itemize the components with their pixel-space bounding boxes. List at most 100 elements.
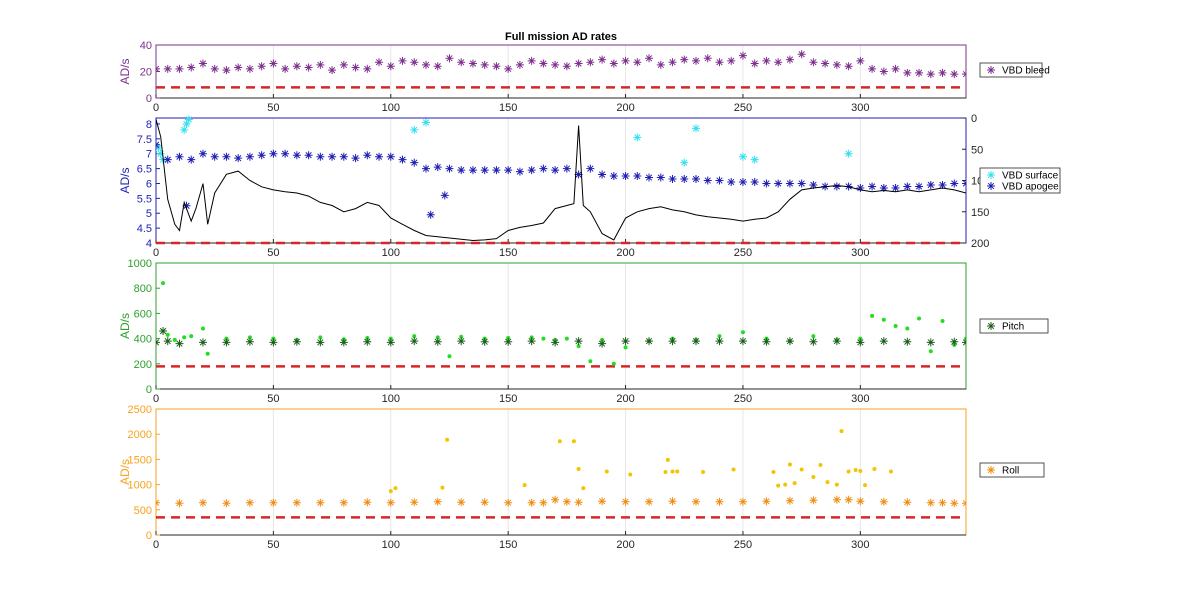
data-point-star: [504, 337, 513, 346]
data-point-dot: [393, 486, 398, 491]
data-point-star: [422, 60, 430, 69]
data-point-star: [844, 149, 853, 158]
data-point-dot: [623, 345, 628, 350]
data-point-star: [821, 59, 830, 68]
data-point-star: [668, 337, 677, 346]
data-point-star: [375, 58, 384, 67]
legend-label: VBD bleed: [1002, 66, 1050, 77]
data-point-star: [903, 182, 912, 191]
subplot-2: 0 50 100 150 200 250 300 4 4.5 5 5.5 6 6.5 7 7.5 8 AD/s 0…: [118, 113, 1061, 259]
x-tick-label: 300: [851, 539, 869, 551]
y-tick-label: 0: [146, 530, 152, 542]
data-point-star: [926, 180, 935, 189]
data-point-dot: [872, 466, 877, 471]
data-point-star: [156, 149, 165, 158]
data-point-dot: [604, 469, 609, 474]
data-point-star: [750, 59, 759, 68]
x-tick-label: 50: [267, 539, 279, 551]
legend-box: [979, 462, 1045, 478]
data-point-star: [551, 60, 560, 69]
subplot-4: 0 50 100 150 200 250 300 0 500 1000 1500 2000 2500 AD…: [118, 404, 1045, 551]
data-point-star: [562, 164, 571, 173]
data-point-star: [797, 50, 806, 59]
data-point-dot: [799, 467, 804, 472]
data-point-star: [457, 166, 466, 175]
data-point-star: [398, 155, 407, 164]
data-point-dot: [846, 469, 851, 474]
data-point-star: [304, 63, 313, 72]
data-point-dot: [412, 334, 417, 339]
legend-marker: [987, 182, 995, 190]
y-tick-label: 7: [146, 149, 152, 161]
y2-tick-label: 50: [971, 144, 983, 156]
data-point-star: [527, 337, 536, 346]
data-point-star: [184, 115, 193, 124]
data-point-star: [269, 149, 278, 158]
data-point-star: [903, 498, 912, 507]
data-point-dot: [571, 439, 576, 444]
data-point-star: [715, 176, 724, 185]
data-point-star: [245, 152, 254, 161]
data-point-star: [269, 59, 278, 68]
x-tick-label: 150: [499, 247, 517, 259]
data-point-star: [480, 166, 489, 175]
data-point-star: [245, 64, 254, 73]
data-point-star: [785, 496, 794, 505]
data-point-star: [926, 338, 935, 347]
data-point-dot: [445, 437, 450, 442]
data-point-star: [727, 177, 736, 186]
data-point-star: [598, 170, 607, 179]
data-point-star: [856, 497, 865, 506]
data-point-dot: [628, 472, 633, 477]
data-point-dot: [522, 483, 527, 488]
x-tick-label: 150: [499, 102, 517, 114]
data-point-star: [844, 62, 853, 71]
data-point-star: [609, 172, 618, 181]
data-point-star: [182, 201, 191, 210]
data-point-star: [159, 327, 168, 336]
data-point-dot: [247, 335, 252, 340]
data-point-star: [433, 497, 442, 506]
data-point-star: [316, 498, 325, 507]
data-point-star: [609, 59, 618, 68]
data-point-star: [962, 70, 966, 79]
data-point-star: [962, 499, 966, 508]
axes-box: [155, 44, 967, 99]
data-point-star: [692, 337, 700, 346]
data-point-star: [938, 180, 947, 189]
data-point-dot: [839, 429, 844, 434]
y-tick-label: 0: [146, 384, 152, 396]
data-point-star: [410, 58, 419, 67]
data-point-star: [551, 338, 560, 347]
data-point-star: [222, 499, 231, 508]
legend-marker: [987, 171, 995, 179]
data-point-dot: [940, 318, 945, 323]
data-point-dot: [675, 469, 680, 474]
data-point-star: [180, 125, 189, 134]
y-tick-label: 400: [134, 334, 152, 346]
x-tick-label: 0: [153, 393, 159, 405]
data-point-star: [163, 155, 172, 164]
data-point-dot: [318, 335, 323, 340]
data-point-star: [844, 495, 853, 504]
y-tick-label: 600: [134, 308, 152, 320]
data-point-dot: [564, 336, 569, 341]
data-point-star: [879, 183, 888, 192]
legend: Pitch: [979, 318, 1049, 334]
data-point-star: [692, 175, 700, 184]
data-point-star: [198, 149, 207, 158]
data-point-star: [903, 337, 912, 346]
data-point-star: [433, 62, 442, 71]
x-tick-label: 250: [734, 247, 752, 259]
data-point-star: [504, 64, 513, 73]
data-point-star: [574, 59, 583, 68]
data-point-dot: [783, 482, 788, 487]
data-point-star: [156, 64, 160, 73]
data-point-dot: [165, 332, 170, 337]
data-point-dot: [670, 469, 675, 474]
data-point-star: [175, 339, 184, 348]
data-point-star: [339, 498, 348, 507]
data-point-star: [950, 499, 959, 508]
x-tick-label: 150: [499, 539, 517, 551]
data-point-star: [328, 152, 337, 161]
